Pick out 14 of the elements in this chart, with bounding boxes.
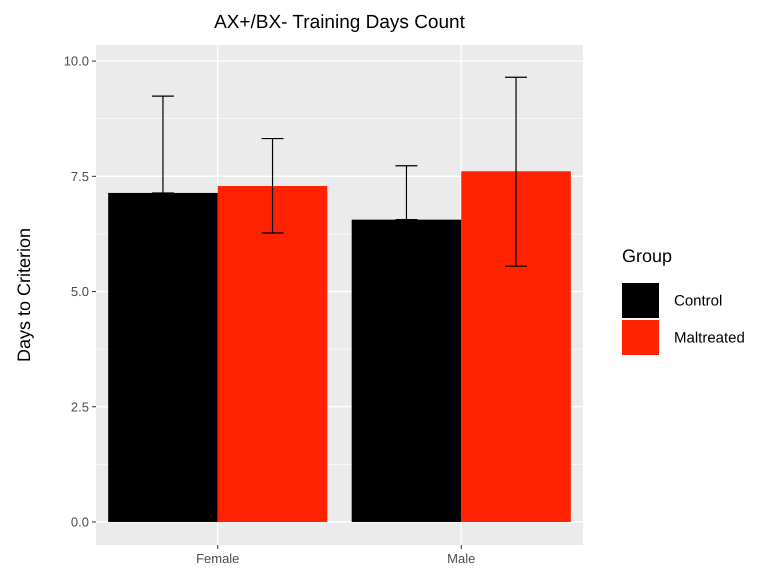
y-tick-label: 7.5 xyxy=(70,168,89,184)
bar xyxy=(461,171,571,522)
y-tick-label: 0.0 xyxy=(70,514,89,530)
y-axis-title: Days to Criterion xyxy=(14,228,34,362)
bar xyxy=(218,186,328,522)
y-tick-label: 10.0 xyxy=(64,54,89,69)
chart-title: AX+/BX- Training Days Count xyxy=(214,12,466,33)
x-tick-label: Male xyxy=(447,551,476,566)
legend-label: Maltreated xyxy=(674,329,745,346)
y-tick-label: 5.0 xyxy=(70,284,89,300)
x-tick-label: Female xyxy=(196,551,240,566)
legend-label: Control xyxy=(674,292,722,310)
legend-title: Group xyxy=(622,246,672,266)
y-tick-label: 2.5 xyxy=(70,399,89,414)
